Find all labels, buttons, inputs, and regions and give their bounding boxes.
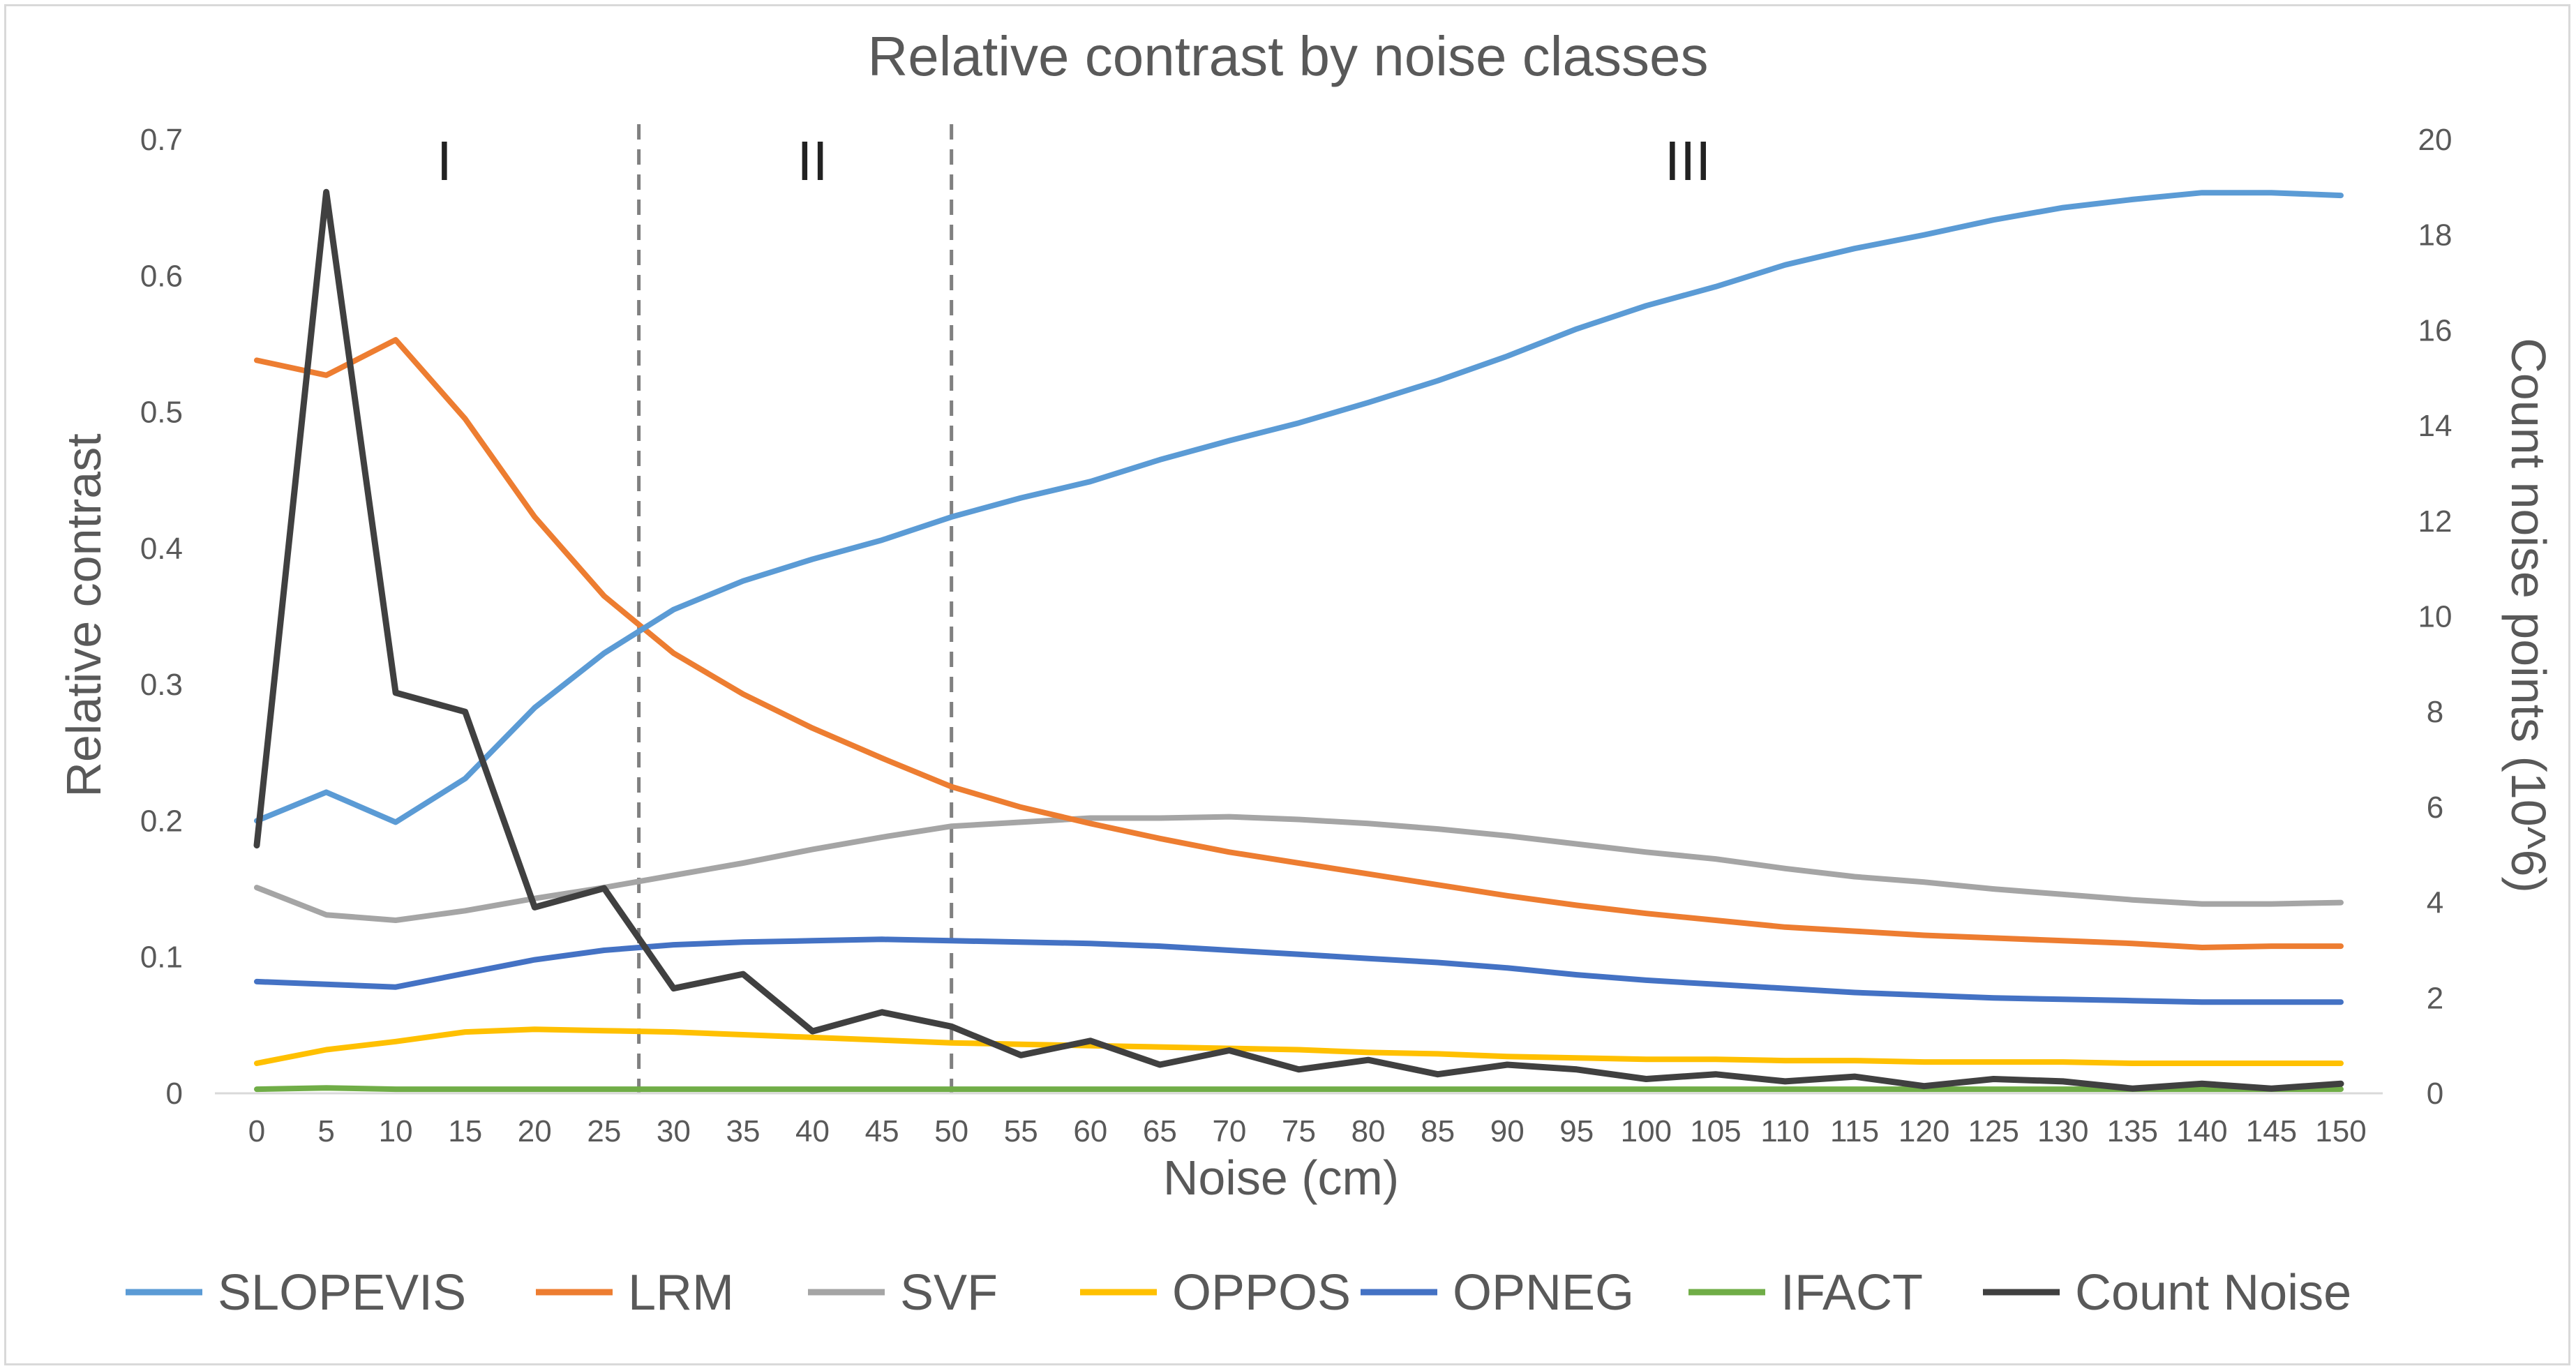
x-tick-label: 115 [1830, 1114, 1879, 1148]
legend-label-ifact: IFACT [1781, 1265, 1923, 1321]
x-axis-ticks: 0 5 10 15 20 25 30 35 40 45 50 55 60 65 70 75 80 85 90 95 10… [248, 1114, 2367, 1148]
x-tick-label: 70 [1212, 1114, 1246, 1148]
x-tick-label: 25 [587, 1114, 621, 1148]
x-tick-label: 65 [1143, 1114, 1177, 1148]
x-tick-label: 35 [726, 1114, 760, 1148]
x-tick-label: 30 [657, 1114, 691, 1148]
chart-title: Relative contrast by noise classes [868, 25, 1709, 87]
x-tick-label: 145 [2246, 1114, 2297, 1148]
x-tick-label: 0 [248, 1114, 265, 1148]
series-line-count-noise [253, 188, 2344, 1092]
x-tick-label: 120 [1899, 1114, 1949, 1148]
x-tick-label: 125 [1968, 1114, 2019, 1148]
y-tick-label: 0.2 [140, 804, 183, 838]
legend-label-lrm: LRM [628, 1265, 734, 1321]
y-tick-label: 0.7 [140, 123, 183, 157]
chart-frame [4, 4, 2570, 1365]
series-layer [253, 188, 2344, 1093]
x-tick-label: 15 [448, 1114, 482, 1148]
legend-label-oppos: OPPOS [1172, 1265, 1351, 1321]
x-tick-label: 5 [317, 1114, 334, 1148]
legend-label-slopevis: SLOPEVIS [218, 1265, 466, 1321]
y2-tick-label: 10 [2418, 600, 2453, 634]
legend-label-svf: SVF [900, 1265, 998, 1321]
series-line-slopevis [254, 190, 2344, 825]
y2-axis-title: Count noise points (10^6) [2501, 338, 2556, 893]
x-tick-label: 95 [1559, 1114, 1594, 1148]
series-line-lrm [254, 337, 2344, 950]
y2-tick-label: 16 [2418, 313, 2453, 347]
y2-tick-label: 18 [2418, 218, 2453, 253]
x-tick-label: 20 [518, 1114, 552, 1148]
y-tick-label: 0.6 [140, 259, 183, 293]
x-axis-title: Noise (cm) [1163, 1151, 1399, 1205]
y-axis-ticks: 0 0.1 0.2 0.3 0.4 0.5 0.6 0.7 [140, 123, 183, 1111]
y2-tick-label: 8 [2427, 695, 2443, 729]
x-tick-label: 40 [795, 1114, 830, 1148]
x-tick-label: 85 [1421, 1114, 1455, 1148]
zone-label: III [1665, 130, 1712, 192]
x-tick-label: 50 [934, 1114, 968, 1148]
x-tick-label: 55 [1004, 1114, 1038, 1148]
x-tick-label: 140 [2176, 1114, 2227, 1148]
zone-label: II [797, 130, 828, 192]
x-tick-label: 105 [1690, 1114, 1741, 1148]
legend-label-opneg: OPNEG [1453, 1265, 1634, 1321]
y2-axis-ticks: 0 2 4 6 8 10 12 14 16 18 20 [2418, 123, 2453, 1111]
x-tick-label: 60 [1073, 1114, 1107, 1148]
x-tick-label: 135 [2107, 1114, 2158, 1148]
y-tick-label: 0.4 [140, 532, 183, 566]
series-line-svf [254, 814, 2344, 923]
y-tick-label: 0.5 [140, 396, 183, 430]
legend-label-count-noise: Count Noise [2075, 1265, 2351, 1321]
x-tick-label: 150 [2315, 1114, 2366, 1148]
x-tick-label: 10 [379, 1114, 413, 1148]
legend: SLOPEVIS LRM SVF OPPOS OPNEG IFACT Count Noise [126, 1265, 2351, 1321]
y-tick-label: 0 [166, 1077, 183, 1111]
x-tick-label: 110 [1760, 1114, 1809, 1148]
y-tick-label: 0.1 [140, 941, 183, 975]
y2-tick-label: 20 [2418, 123, 2453, 157]
zone-dividers: I II III [437, 124, 1712, 1093]
x-tick-label: 80 [1351, 1114, 1386, 1148]
x-tick-label: 90 [1490, 1114, 1525, 1148]
x-tick-label: 75 [1282, 1114, 1316, 1148]
series-line-opneg [254, 936, 2344, 1005]
series-line-oppos [254, 1026, 2344, 1066]
y2-tick-label: 0 [2427, 1077, 2443, 1111]
x-tick-label: 130 [2037, 1114, 2088, 1148]
series-line-ifact [254, 1085, 2344, 1093]
zone-label: I [437, 130, 452, 192]
y2-tick-label: 14 [2418, 409, 2453, 443]
y2-tick-label: 6 [2427, 791, 2443, 825]
y-tick-label: 0.3 [140, 668, 183, 702]
y2-tick-label: 2 [2427, 981, 2443, 1015]
x-tick-label: 100 [1621, 1114, 1672, 1148]
x-tick-label: 45 [865, 1114, 899, 1148]
y2-tick-label: 12 [2418, 504, 2453, 539]
y-axis-title: Relative contrast [57, 433, 111, 797]
y2-tick-label: 4 [2427, 886, 2443, 920]
